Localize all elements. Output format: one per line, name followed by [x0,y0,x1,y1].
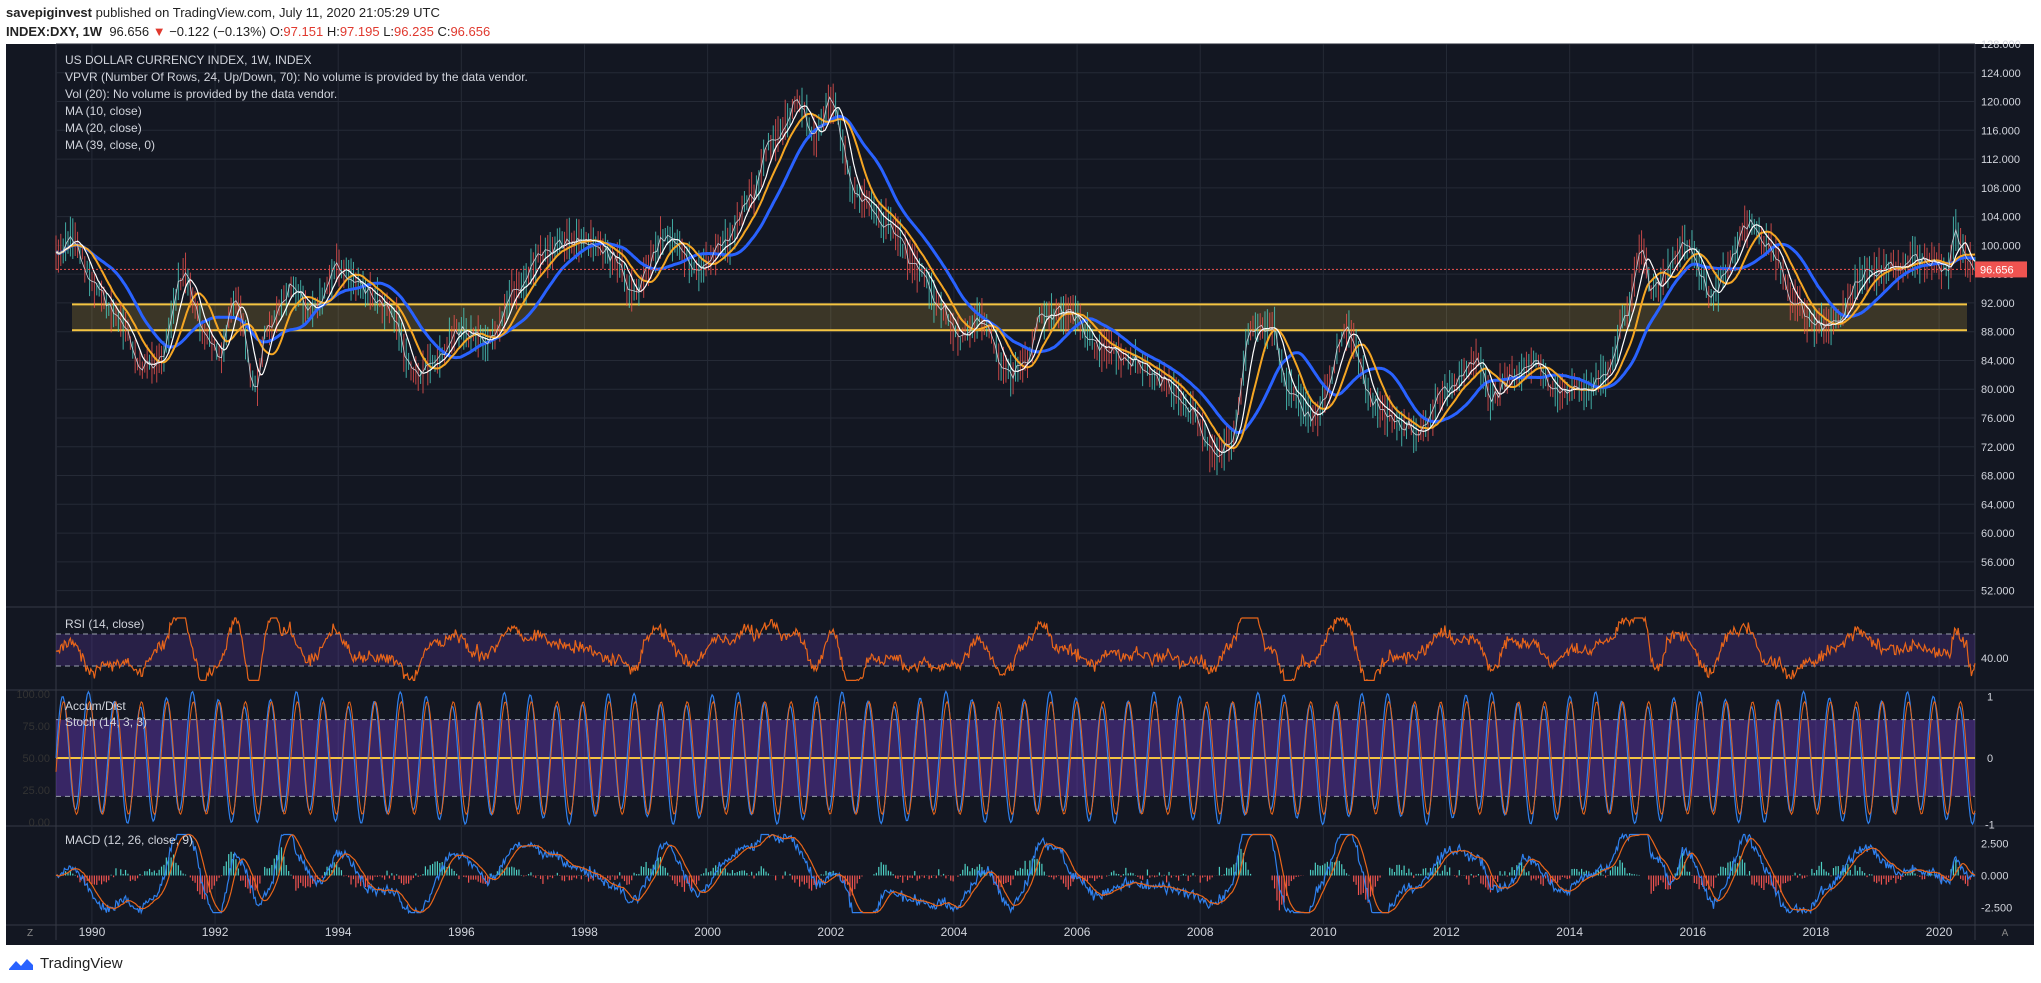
y-tick-label: 112.000 [1981,154,2020,166]
y-tick-label: 56.000 [1981,557,2015,569]
price-line [55,96,1975,458]
rsi-tick-label: 40.00 [1981,653,2009,665]
x-tick-label: 2002 [817,925,844,939]
rsi-band [56,634,1975,666]
y-tick-label: 72.000 [1981,442,2015,454]
x-tick-label: 2008 [1187,925,1214,939]
last-price-tag [1975,261,2027,278]
stoch-left-tick-label: 50.00 [22,753,50,765]
x-tick-label: 1992 [202,925,229,939]
legend-item: US DOLLAR CURRENCY INDEX, 1W, INDEX [65,53,312,67]
symbol-label: INDEX:DXY, 1W [6,24,103,39]
last-price: 96.656 [109,24,150,39]
x-tick-label: 1990 [79,925,106,939]
open-value: 97.151 [283,24,324,39]
price-change: −0.122 (−0.13%) [169,24,267,39]
publish-line: savepiginvest published on TradingView.c… [6,3,490,22]
x-tick-label: 2006 [1064,925,1091,939]
stoch-left-tick-label: 0.00 [29,817,50,829]
footer: TradingView [8,955,123,972]
legend-item: Vol (20): No volume is provided by the d… [65,87,337,101]
accum-label: Accum/Dist [65,699,126,713]
x-tick-label: 2020 [1926,925,1953,939]
stoch-k-line [55,690,1976,826]
x-tick-label: 2000 [694,925,721,939]
x-tick-label: 2012 [1433,925,1460,939]
y-tick-label: 52.000 [1981,586,2015,598]
y-tick-label: 88.000 [1981,327,2015,339]
y-tick-label: 84.000 [1981,355,2015,367]
low-value: 96.235 [394,24,434,39]
y-tick-label: 116.000 [1981,125,2020,137]
y-tick-label: 120.000 [1981,97,2021,109]
corner-right-label: A [2002,928,2009,939]
high-value: 97.195 [339,24,380,39]
y-tick-label: 128.000 [1981,39,2021,51]
close-label: C: [437,24,451,39]
legend-item: MA (10, close) [65,104,142,118]
macd-tick-label: -2.500 [1981,903,2012,915]
rsi-line [55,615,1976,682]
high-label: H: [326,24,340,39]
x-tick-label: 2010 [1310,925,1337,939]
y-tick-label: 104.000 [1981,212,2021,224]
stoch-right-tick-label: 1 [1987,692,1993,704]
y-tick-label: 68.000 [1981,471,2015,483]
stoch-right-tick-label: -1 [1985,820,1995,832]
stoch-label: Stoch (14, 3, 3) [65,715,147,729]
author-name[interactable]: savepiginvest [6,5,92,20]
rsi-label: RSI (14, close) [65,617,144,631]
y-tick-label: 60.000 [1981,528,2015,540]
brand-label[interactable]: TradingView [40,955,123,972]
stoch-left-tick-label: 75.00 [22,721,50,733]
x-tick-label: 2018 [1803,925,1830,939]
ma39-line [55,114,1976,435]
x-tick-label: 1996 [448,925,475,939]
x-tick-label: 2004 [941,925,968,939]
y-tick-label: 108.000 [1981,183,2021,195]
y-tick-label: 76.000 [1981,413,2015,425]
publish-info: published on TradingView.com, July 11, 2… [95,5,440,20]
down-arrow-icon: ▼ [152,24,166,39]
x-tick-label: 1994 [325,925,352,939]
legend-item: VPVR (Number Of Rows, 24, Up/Down, 70): … [65,70,528,84]
y-tick-label: 64.000 [1981,499,2015,511]
y-tick-label: 92.000 [1981,298,2015,310]
y-tick-label: 124.000 [1981,68,2021,80]
corner-left-label: Z [27,928,33,939]
open-label: O: [269,24,284,39]
ma10-line [55,105,1976,454]
stoch-left-tick-label: 100.00 [16,689,50,701]
stoch-d-line [55,700,1976,816]
stoch-left-tick-label: 25.00 [22,785,50,797]
ma20-line [55,112,1976,450]
close-value: 96.656 [450,24,491,39]
x-tick-label: 2016 [1679,925,1706,939]
x-tick-label: 1998 [571,925,598,939]
macd-line [55,832,1976,915]
signal-line [55,833,1976,914]
plot-area [56,44,1975,940]
support-band [72,304,1967,331]
y-tick-label: 80.000 [1981,384,2015,396]
macd-tick-label: 0.000 [1981,871,2009,883]
macd-tick-label: 2.500 [1981,839,2009,851]
last-price-label: 96.656 [1980,264,2014,276]
legend-item: MA (39, close, 0) [65,138,155,152]
legend-item: MA (20, close) [65,121,142,135]
low-label: L: [383,24,395,39]
symbol-line: INDEX:DXY, 1W 96.656 ▼ −0.122 (−0.13%) O… [6,22,490,41]
y-tick-label: 100.000 [1981,240,2021,252]
chart-header: savepiginvest published on TradingView.c… [6,3,490,41]
tradingview-logo-icon [9,958,33,970]
stoch-right-tick-label: 0 [1987,753,1993,765]
x-tick-label: 2014 [1556,925,1583,939]
macd-label: MACD (12, 26, close, 9) [65,833,193,847]
